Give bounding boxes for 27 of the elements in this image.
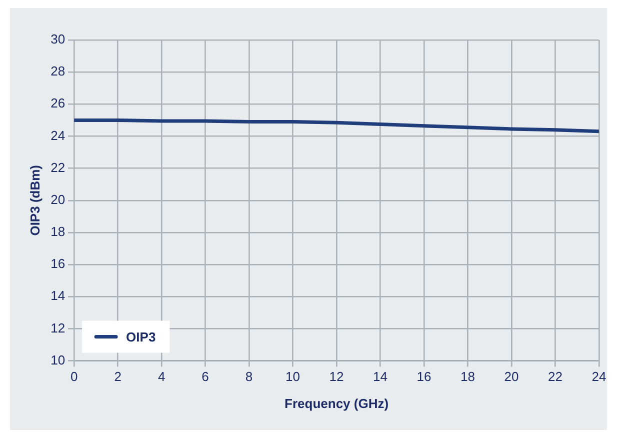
y-tick-label: 30 — [50, 32, 66, 47]
x-tick-label: 12 — [329, 369, 344, 384]
x-tick-label: 18 — [460, 369, 475, 384]
x-tick-label: 10 — [286, 369, 300, 384]
x-tick-label: 24 — [592, 369, 606, 384]
x-tick-label: 22 — [548, 369, 562, 384]
x-tick-label: 20 — [504, 369, 519, 384]
x-tick-label: 16 — [416, 369, 432, 384]
y-axis-title: OIP3 (dBm) — [27, 165, 42, 236]
x-tick-label: 14 — [373, 369, 388, 384]
y-tick-label: 18 — [50, 224, 66, 240]
x-tick-label: 2 — [114, 369, 122, 384]
y-tick-label: 26 — [50, 96, 66, 111]
x-tick-label: 8 — [245, 369, 253, 384]
y-tick-label: 22 — [50, 160, 66, 175]
x-axis-title: Frequency (GHz) — [284, 396, 389, 411]
y-tick-label: 12 — [50, 320, 66, 336]
x-tick-label: 6 — [202, 369, 209, 384]
y-tick-label: 24 — [50, 128, 66, 143]
y-tick-label: 28 — [50, 64, 66, 79]
legend-label: OIP3 — [126, 329, 156, 344]
y-tick-label: 16 — [50, 256, 66, 272]
y-tick-label: 20 — [50, 192, 66, 207]
x-tick-label: 0 — [70, 369, 78, 384]
y-tick-label: 10 — [50, 352, 66, 368]
x-tick-label: 4 — [158, 369, 166, 384]
y-tick-label: 14 — [50, 288, 66, 304]
